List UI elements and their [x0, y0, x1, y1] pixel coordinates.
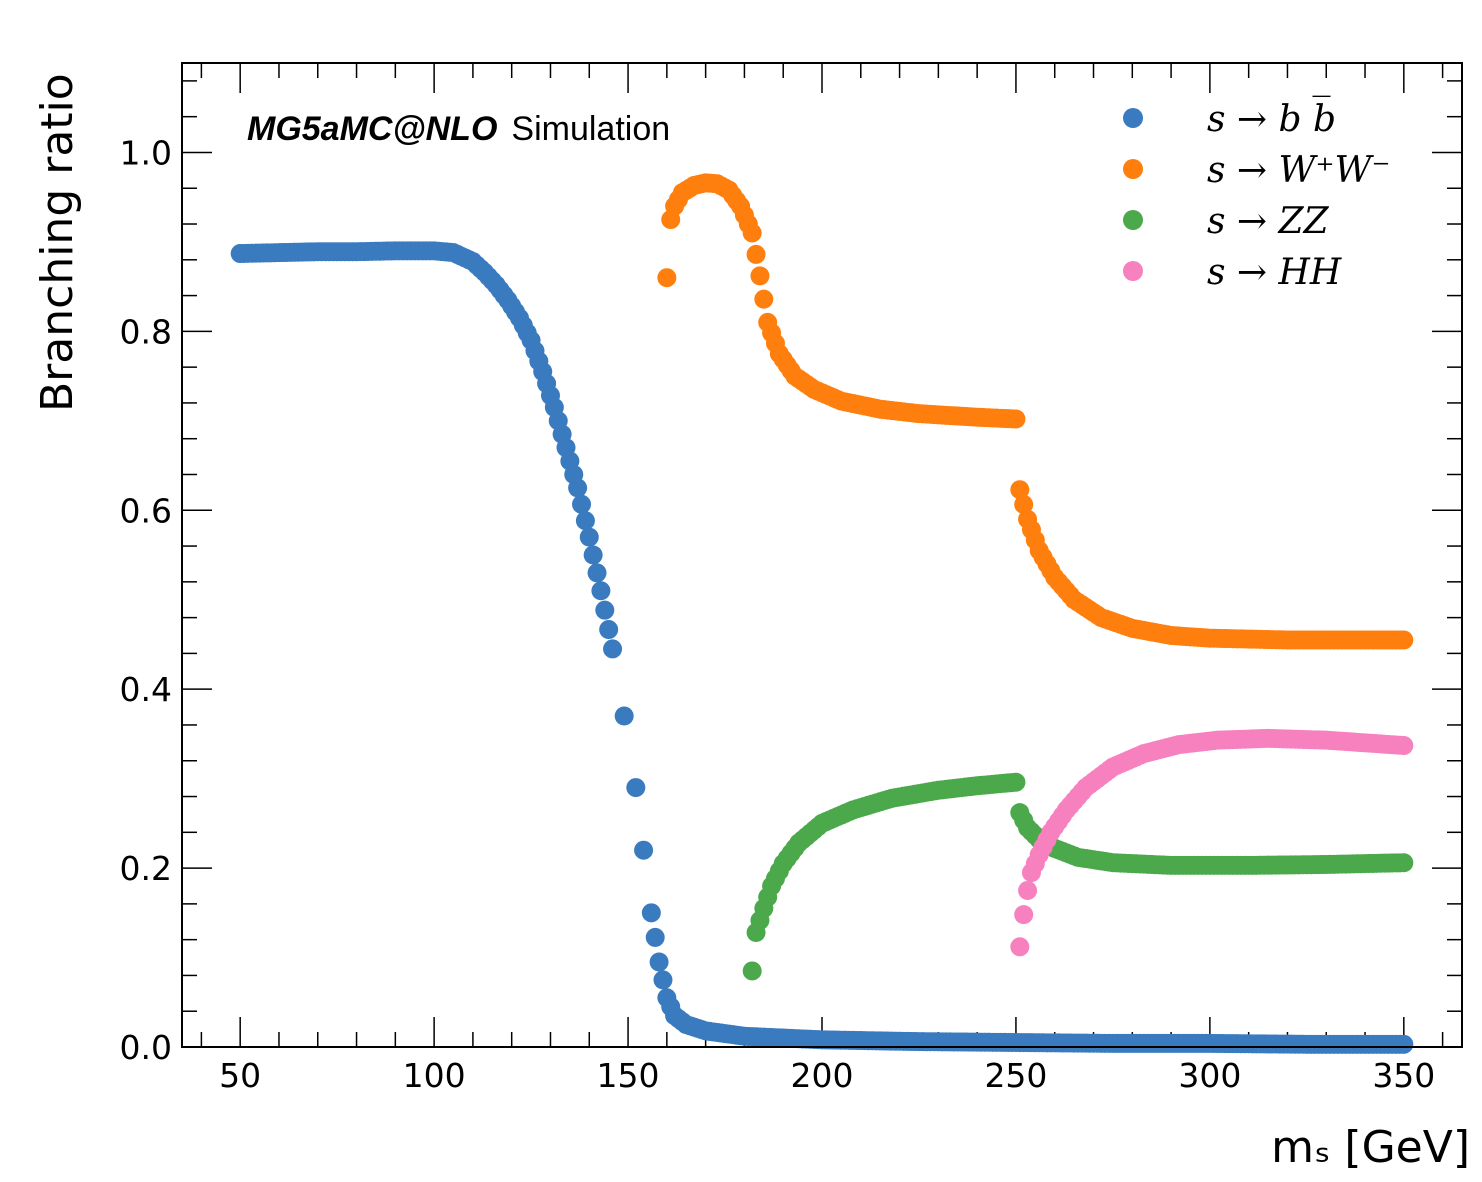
- x-tick-label: 100: [403, 1056, 466, 1095]
- data-point: [641, 903, 661, 923]
- y-tick-label: 1.0: [120, 133, 172, 172]
- plot-frame: [181, 62, 1463, 1048]
- x-tick-labels: 50 100 150 200 250 300 350: [219, 1056, 1435, 1095]
- y-tick-labels: 0.0 0.2 0.4 0.6 0.8 1.0: [120, 133, 172, 1067]
- x-tick-label: 150: [597, 1056, 660, 1095]
- data-point: [754, 289, 774, 309]
- data-point: [645, 927, 665, 947]
- data-point: [603, 639, 623, 659]
- data-point: [750, 266, 770, 286]
- x-tick-label: 250: [984, 1056, 1047, 1095]
- data-point: [572, 494, 592, 514]
- x-tick-label: 350: [1372, 1056, 1435, 1095]
- data-point: [1394, 736, 1414, 756]
- x-axis-title: mₛ [GeV]: [1271, 1122, 1470, 1173]
- data-point: [1006, 409, 1026, 429]
- x-tick-label: 200: [791, 1056, 854, 1095]
- experiment-label: MG5aMC@NLO Simulation: [247, 110, 670, 148]
- series-3: [742, 772, 1414, 981]
- x-tick-label: 50: [219, 1056, 261, 1095]
- y-tick-label: 0.4: [120, 670, 172, 709]
- series-2: [657, 173, 1414, 650]
- series-4: [1010, 728, 1414, 957]
- data-point: [575, 511, 595, 531]
- data-point: [634, 840, 654, 860]
- legend: s → b b̅ s → W⁺W⁻ s → ZZ s → HH: [1123, 95, 1391, 293]
- y-tick-label: 0.8: [120, 312, 172, 351]
- data-point: [599, 620, 619, 640]
- data-point: [657, 268, 677, 288]
- experiment-label-bold: MG5aMC@NLO: [247, 110, 497, 148]
- data-point: [1018, 880, 1038, 900]
- x-tick-label: 300: [1178, 1056, 1241, 1095]
- data-point: [579, 527, 599, 547]
- data-point: [1014, 494, 1034, 514]
- y-tick-label: 0.2: [120, 849, 172, 888]
- data-point: [742, 223, 762, 243]
- data-point: [1010, 480, 1030, 500]
- y-axis-title: Branching ratio: [32, 73, 83, 412]
- experiment-label-plain: Simulation: [511, 110, 670, 148]
- y-tick-label: 0.0: [120, 1028, 172, 1067]
- data-point: [614, 706, 634, 726]
- data-point: [742, 961, 762, 981]
- data-point: [1394, 1034, 1414, 1054]
- legend-marker: [1123, 210, 1143, 230]
- legend-label: s → b b̅: [1207, 95, 1336, 140]
- data-point: [746, 244, 766, 264]
- data-point: [1006, 772, 1026, 792]
- data-point: [583, 545, 603, 565]
- data-point: [1014, 905, 1034, 925]
- legend-label: s → W⁺W⁻: [1207, 150, 1391, 191]
- data-point: [568, 478, 588, 498]
- data-point: [595, 600, 615, 620]
- legend-marker: [1123, 108, 1143, 128]
- legend-marker: [1123, 261, 1143, 281]
- legend-label: s → ZZ: [1207, 201, 1330, 242]
- legend-label: s → HH: [1207, 252, 1342, 293]
- data-point: [1010, 937, 1030, 957]
- data-point: [587, 563, 607, 583]
- data-point: [649, 952, 669, 972]
- data-points: [230, 173, 1414, 1054]
- data-point: [1394, 853, 1414, 873]
- y-tick-label: 0.6: [120, 491, 172, 530]
- data-point: [1394, 630, 1414, 650]
- legend-marker: [1123, 159, 1143, 179]
- data-point: [653, 970, 673, 990]
- data-point: [591, 581, 611, 601]
- data-point: [626, 778, 646, 798]
